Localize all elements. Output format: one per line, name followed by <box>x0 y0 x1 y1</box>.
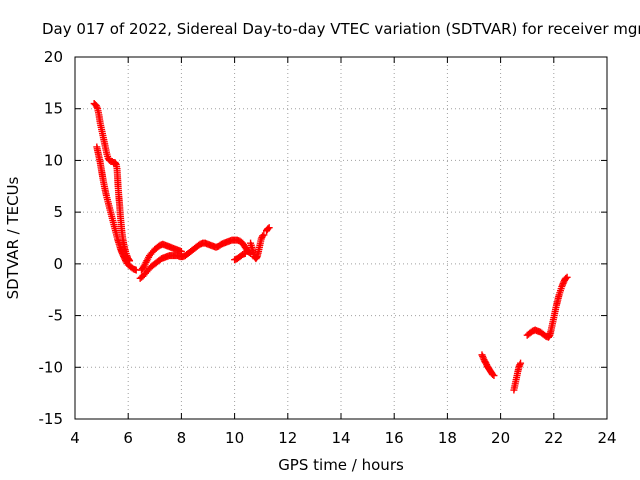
y-axis-label: SDTVAR / TECUs <box>4 176 22 299</box>
grid <box>75 57 607 419</box>
y-tick-label: 5 <box>53 203 63 221</box>
y-tick-label: -5 <box>48 307 63 325</box>
x-tick-label: 20 <box>491 429 510 447</box>
data-point <box>241 250 249 258</box>
x-tick-label: 22 <box>544 429 563 447</box>
x-tick-label: 12 <box>278 429 297 447</box>
y-tick-label: 20 <box>44 48 63 66</box>
x-tick-label: 10 <box>225 429 244 447</box>
x-tick-label: 14 <box>331 429 350 447</box>
y-tick-label: -10 <box>39 358 64 376</box>
data-point <box>265 224 273 232</box>
x-axis-label: GPS time / hours <box>278 456 404 474</box>
data-point <box>264 225 272 233</box>
data-point <box>563 273 571 281</box>
data-point <box>562 274 570 282</box>
x-tick-label: 8 <box>177 429 187 447</box>
y-tick-label: 0 <box>53 255 63 273</box>
x-tick-label: 6 <box>123 429 133 447</box>
x-tick-label: 18 <box>438 429 457 447</box>
chart-title: Day 017 of 2022, Sidereal Day-to-day VTE… <box>42 20 640 38</box>
axes: 4 6 8 10 12 14 16 18 20 22 24 -15 -10 -5 0 5 10 15 20 <box>39 48 617 447</box>
y-tick-label: 10 <box>44 151 63 169</box>
data-point <box>177 247 185 255</box>
plot-frame <box>74 56 608 420</box>
y-tick-label: -15 <box>39 410 64 428</box>
data-point <box>260 231 268 239</box>
data-point <box>517 359 525 367</box>
data-point <box>489 371 497 379</box>
x-tick-label: 16 <box>385 429 404 447</box>
data-point <box>259 232 267 240</box>
data-points <box>90 100 571 394</box>
data-point <box>490 372 498 380</box>
x-tick-label: 24 <box>597 429 616 447</box>
y-tick-label: 15 <box>44 100 63 118</box>
x-tick-label: 4 <box>70 429 80 447</box>
